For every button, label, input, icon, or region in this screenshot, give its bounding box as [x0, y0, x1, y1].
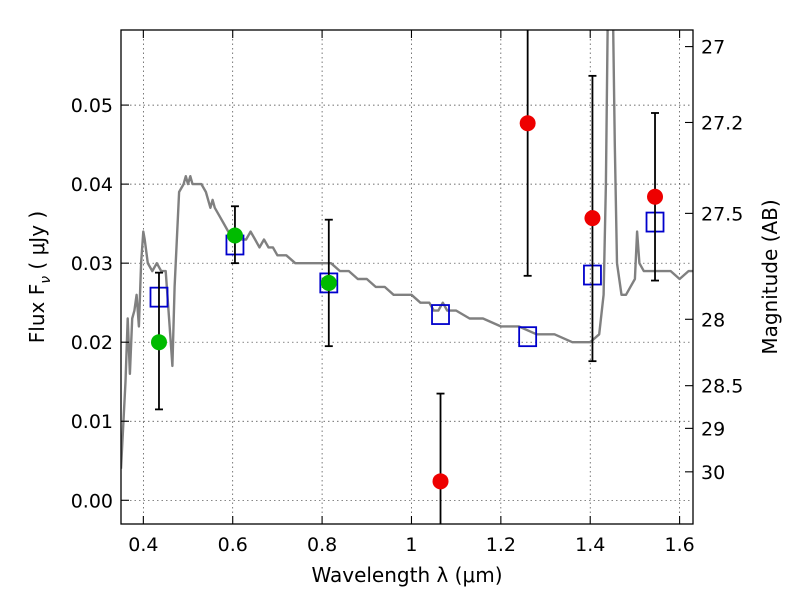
flux-measurement-point: [226, 227, 243, 244]
flux-measurement-point: [432, 473, 449, 490]
x-tick-label: 1.2: [486, 534, 516, 556]
x-tick-label: 1.6: [664, 534, 694, 556]
y-axis-label-sub: ν: [38, 276, 54, 284]
plot-frame: [120, 29, 694, 525]
axes: 0.4 0.6 0.8 1 1.2 1.4 1.6 0.00 0.01 0.02 0.03 0.04 0…: [71, 30, 743, 556]
x-tick-label: 0.6: [218, 534, 248, 556]
y2-tick-label: 27: [701, 37, 725, 59]
y-tick-label: 0.02: [71, 332, 113, 354]
sed-model-line: [121, 30, 693, 469]
y-axis-label: Flux Fν ( μJy ): [25, 211, 54, 343]
y2-tick-label: 29: [701, 418, 725, 440]
flux-measurement-point: [519, 115, 536, 132]
y-axis-label-unit: ( μJy ): [25, 211, 49, 276]
x-tick-label: 1: [405, 534, 417, 556]
y-tick-label: 0.03: [71, 253, 113, 275]
flux-measurement-point: [647, 188, 664, 205]
y-tick-label: 0.05: [71, 95, 113, 117]
flux-measurement-point: [150, 334, 167, 351]
x-tick-label: 0.4: [128, 534, 158, 556]
y2-tick-label: 30: [701, 462, 725, 484]
x-tick-label: 0.8: [307, 534, 337, 556]
x-tick-label: 1.4: [575, 534, 605, 556]
y-tick-label: 0.01: [71, 411, 113, 433]
flux-measurement-point: [320, 274, 337, 291]
y2-tick-label: 27.5: [701, 203, 743, 225]
grid: [121, 30, 693, 524]
y2-tick-label: 27.2: [701, 112, 743, 134]
y2-tick-label: 28.5: [701, 376, 743, 398]
y-axis-label-main: Flux F: [25, 284, 49, 343]
y2-axis-label: Magnitude (AB): [758, 199, 782, 354]
y-tick-label: 0.00: [71, 490, 113, 512]
plot-area: [121, 30, 693, 524]
flux-measurement-point: [584, 210, 601, 227]
y-tick-label: 0.04: [71, 174, 113, 196]
model-flux-box: [518, 326, 538, 348]
model-flux-box: [431, 304, 450, 325]
x-axis-label: Wavelength λ (μm): [311, 563, 502, 587]
y2-tick-label: 28: [701, 309, 725, 331]
